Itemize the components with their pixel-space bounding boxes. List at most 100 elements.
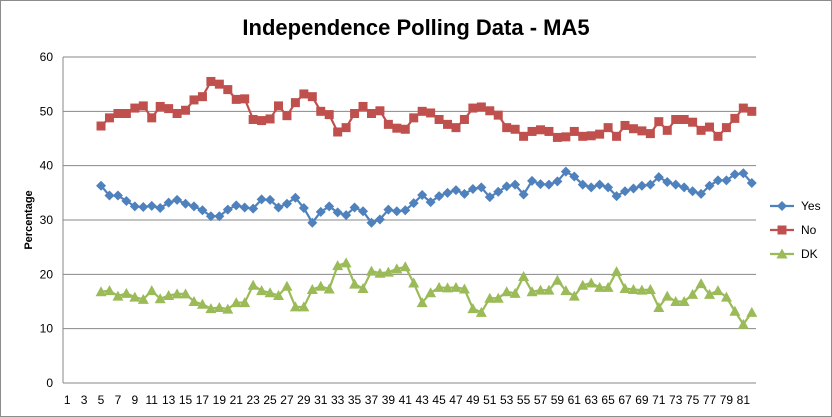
data-point [290,192,301,203]
data-point [307,217,318,228]
x-tick-label: 37 [365,393,379,407]
data-point [188,201,199,212]
data-point [400,124,410,134]
data-point [306,284,318,295]
data-point [476,102,486,112]
data-point [257,116,267,126]
y-tick-label: 20 [40,267,54,281]
series-group [95,76,758,329]
x-tick-label: 11 [146,393,159,407]
data-point [408,198,419,209]
data-point [730,113,740,123]
data-point [721,123,731,133]
data-point [493,186,504,197]
x-tick-label: 77 [703,393,717,407]
data-point [519,131,529,141]
data-point [104,113,114,123]
x-tick-label: 17 [196,393,210,407]
data-point [577,179,588,190]
data-point [586,182,597,193]
data-point [713,131,723,141]
data-point [282,111,292,121]
data-point [627,284,639,295]
data-point [746,306,758,317]
data-point [561,132,571,142]
data-point [425,197,436,208]
data-point [696,125,706,135]
data-point [188,296,200,306]
x-tick-label: 81 [737,393,751,407]
data-point [595,129,605,139]
x-tick-label: 43 [415,393,429,407]
data-point [223,85,233,95]
data-point [687,288,699,299]
data-point [130,103,140,113]
y-axis-label: Percentage [23,190,35,249]
data-point [214,211,225,222]
data-point [206,76,216,86]
data-point [171,288,183,299]
data-point [214,79,224,89]
data-point [392,123,402,133]
data-point [670,296,682,306]
data-point [518,189,529,200]
data-point [154,293,166,304]
y-tick-label: 40 [40,159,54,173]
data-point [720,291,732,302]
data-point [670,179,681,190]
x-tick-label: 31 [314,393,328,407]
x-tick-label: 49 [466,393,480,407]
data-point [569,171,580,182]
data-point [315,280,327,291]
data-point [96,121,106,131]
data-point [399,261,411,272]
data-point [510,124,520,134]
data-point [239,202,250,213]
y-tick-label: 30 [40,213,54,227]
data-point [324,110,334,120]
data-point [129,291,141,302]
y-tick-label: 60 [40,50,54,64]
legend-item-yes: Yes [770,199,821,213]
x-tick-label: 47 [449,393,463,407]
data-point [746,178,757,189]
data-point [222,204,233,215]
series-line [100,170,753,225]
data-point [729,305,741,316]
data-point [189,95,199,105]
series-dk [95,257,758,329]
data-point [281,280,293,291]
x-tick-label: 25 [263,393,277,407]
data-point [518,271,530,282]
data-point [620,120,630,130]
data-point [467,184,478,195]
data-point [671,114,681,124]
x-tick-labels: 1 3 5 7 9 11 13 15 17 19 21 23 25 27 29 31 33 35 37 39 41 43 4… [64,393,750,407]
data-point [560,166,571,177]
data-point [341,210,352,221]
data-point [611,191,622,202]
x-tick-label: 39 [382,393,396,407]
data-point [527,175,538,186]
x-tick-label: 59 [551,393,565,407]
x-tick-label: 63 [585,393,599,407]
data-point [612,131,622,141]
data-point [451,123,461,133]
x-tick-label: 65 [601,393,615,407]
data-point [374,267,386,278]
data-point [619,282,631,293]
data-point [121,195,132,206]
x-tick-label: 57 [534,393,548,407]
data-point [365,265,377,276]
data-point [316,106,326,116]
data-point [298,301,310,312]
data-point [129,201,140,212]
data-point [492,292,504,303]
data-point [467,303,479,314]
x-tick-label: 69 [635,393,649,407]
data-point [501,286,513,297]
data-point [678,296,690,306]
data-point [164,104,174,114]
